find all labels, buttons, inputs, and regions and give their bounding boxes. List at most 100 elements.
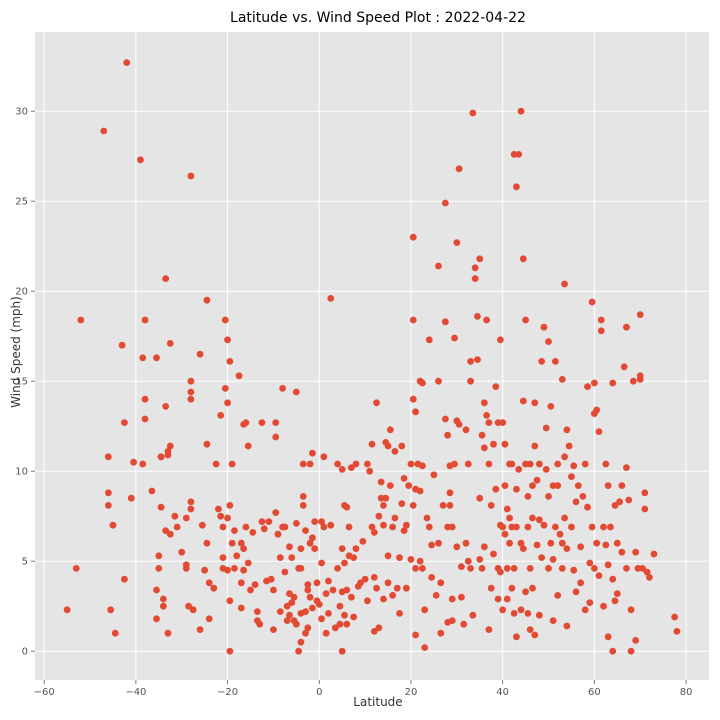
data-point bbox=[253, 608, 261, 615]
data-point bbox=[384, 552, 392, 560]
data-point bbox=[267, 575, 275, 583]
data-point bbox=[187, 377, 195, 385]
data-point bbox=[480, 543, 488, 551]
data-point bbox=[453, 239, 461, 247]
data-point bbox=[586, 559, 594, 567]
data-point bbox=[460, 620, 468, 628]
data-point bbox=[153, 586, 160, 594]
chart-title: Latitude vs. Wind Speed Plot : 2022-04-2… bbox=[230, 10, 526, 26]
data-point bbox=[570, 566, 578, 574]
data-point bbox=[469, 109, 477, 117]
data-point bbox=[419, 379, 426, 387]
data-point bbox=[352, 460, 360, 468]
data-point bbox=[581, 606, 589, 614]
data-point bbox=[402, 521, 410, 529]
data-point bbox=[513, 633, 520, 641]
data-point bbox=[480, 444, 488, 452]
data-point bbox=[338, 466, 346, 473]
data-point bbox=[375, 512, 383, 520]
data-point bbox=[471, 275, 479, 282]
data-point bbox=[302, 608, 309, 615]
data-point bbox=[533, 541, 541, 549]
data-point bbox=[155, 565, 163, 572]
data-point bbox=[600, 602, 607, 610]
data-point bbox=[407, 460, 415, 468]
data-point bbox=[341, 611, 348, 619]
data-point bbox=[419, 565, 426, 572]
data-point bbox=[419, 462, 426, 470]
data-point bbox=[476, 255, 484, 263]
data-point bbox=[464, 460, 472, 468]
data-point bbox=[478, 431, 486, 439]
data-point bbox=[623, 565, 630, 572]
data-point bbox=[104, 489, 112, 497]
data-point bbox=[205, 615, 213, 623]
data-point bbox=[304, 581, 312, 588]
data-point bbox=[462, 426, 470, 434]
data-point bbox=[421, 644, 429, 651]
data-point bbox=[444, 431, 452, 439]
data-point bbox=[203, 440, 211, 448]
data-point bbox=[650, 550, 658, 558]
data-point bbox=[501, 482, 509, 489]
data-point bbox=[430, 471, 438, 479]
data-point bbox=[483, 316, 491, 324]
data-point bbox=[226, 597, 234, 605]
data-point bbox=[474, 313, 481, 320]
data-point bbox=[162, 275, 170, 282]
data-point bbox=[231, 565, 238, 572]
data-point bbox=[224, 566, 231, 574]
data-point bbox=[331, 624, 339, 632]
data-point bbox=[464, 557, 472, 565]
data-point bbox=[224, 336, 231, 344]
data-point bbox=[487, 584, 495, 592]
data-point bbox=[364, 597, 371, 605]
data-point bbox=[373, 584, 380, 592]
data-point bbox=[270, 586, 277, 594]
data-point bbox=[198, 521, 206, 529]
data-point bbox=[533, 476, 541, 484]
data-point bbox=[343, 620, 351, 628]
data-point bbox=[327, 521, 335, 529]
plot-area bbox=[35, 32, 709, 680]
data-point bbox=[561, 453, 568, 461]
data-point bbox=[244, 442, 252, 450]
data-point bbox=[446, 489, 454, 497]
data-point bbox=[357, 579, 364, 587]
data-point bbox=[107, 606, 115, 614]
data-point bbox=[359, 538, 367, 545]
data-point bbox=[506, 514, 513, 522]
data-point bbox=[121, 575, 128, 583]
data-point bbox=[552, 523, 559, 531]
y-tick-label: 15 bbox=[15, 377, 28, 388]
data-point bbox=[373, 399, 380, 407]
data-point bbox=[510, 565, 518, 572]
data-point bbox=[577, 579, 585, 587]
data-point bbox=[425, 523, 433, 531]
data-point bbox=[618, 548, 626, 556]
data-point bbox=[448, 523, 456, 531]
data-point bbox=[203, 296, 211, 304]
data-point bbox=[531, 631, 539, 639]
data-point bbox=[396, 554, 403, 561]
data-point bbox=[513, 183, 520, 191]
data-point bbox=[292, 520, 300, 527]
data-point bbox=[292, 388, 300, 396]
data-point bbox=[496, 336, 504, 344]
data-point bbox=[535, 611, 543, 619]
data-point bbox=[632, 548, 640, 556]
data-point bbox=[490, 440, 497, 448]
data-point bbox=[205, 579, 213, 587]
data-point bbox=[292, 620, 300, 628]
data-point bbox=[412, 408, 419, 416]
data-point bbox=[407, 556, 415, 563]
data-point bbox=[645, 574, 653, 581]
data-point bbox=[109, 521, 117, 529]
y-axis-ticks: 0 5 10 15 20 25 30 bbox=[15, 107, 35, 658]
data-point bbox=[299, 502, 307, 509]
data-point bbox=[251, 581, 259, 588]
data-point bbox=[515, 151, 523, 158]
data-point bbox=[673, 628, 681, 635]
data-point bbox=[524, 523, 532, 531]
data-point bbox=[370, 529, 378, 536]
